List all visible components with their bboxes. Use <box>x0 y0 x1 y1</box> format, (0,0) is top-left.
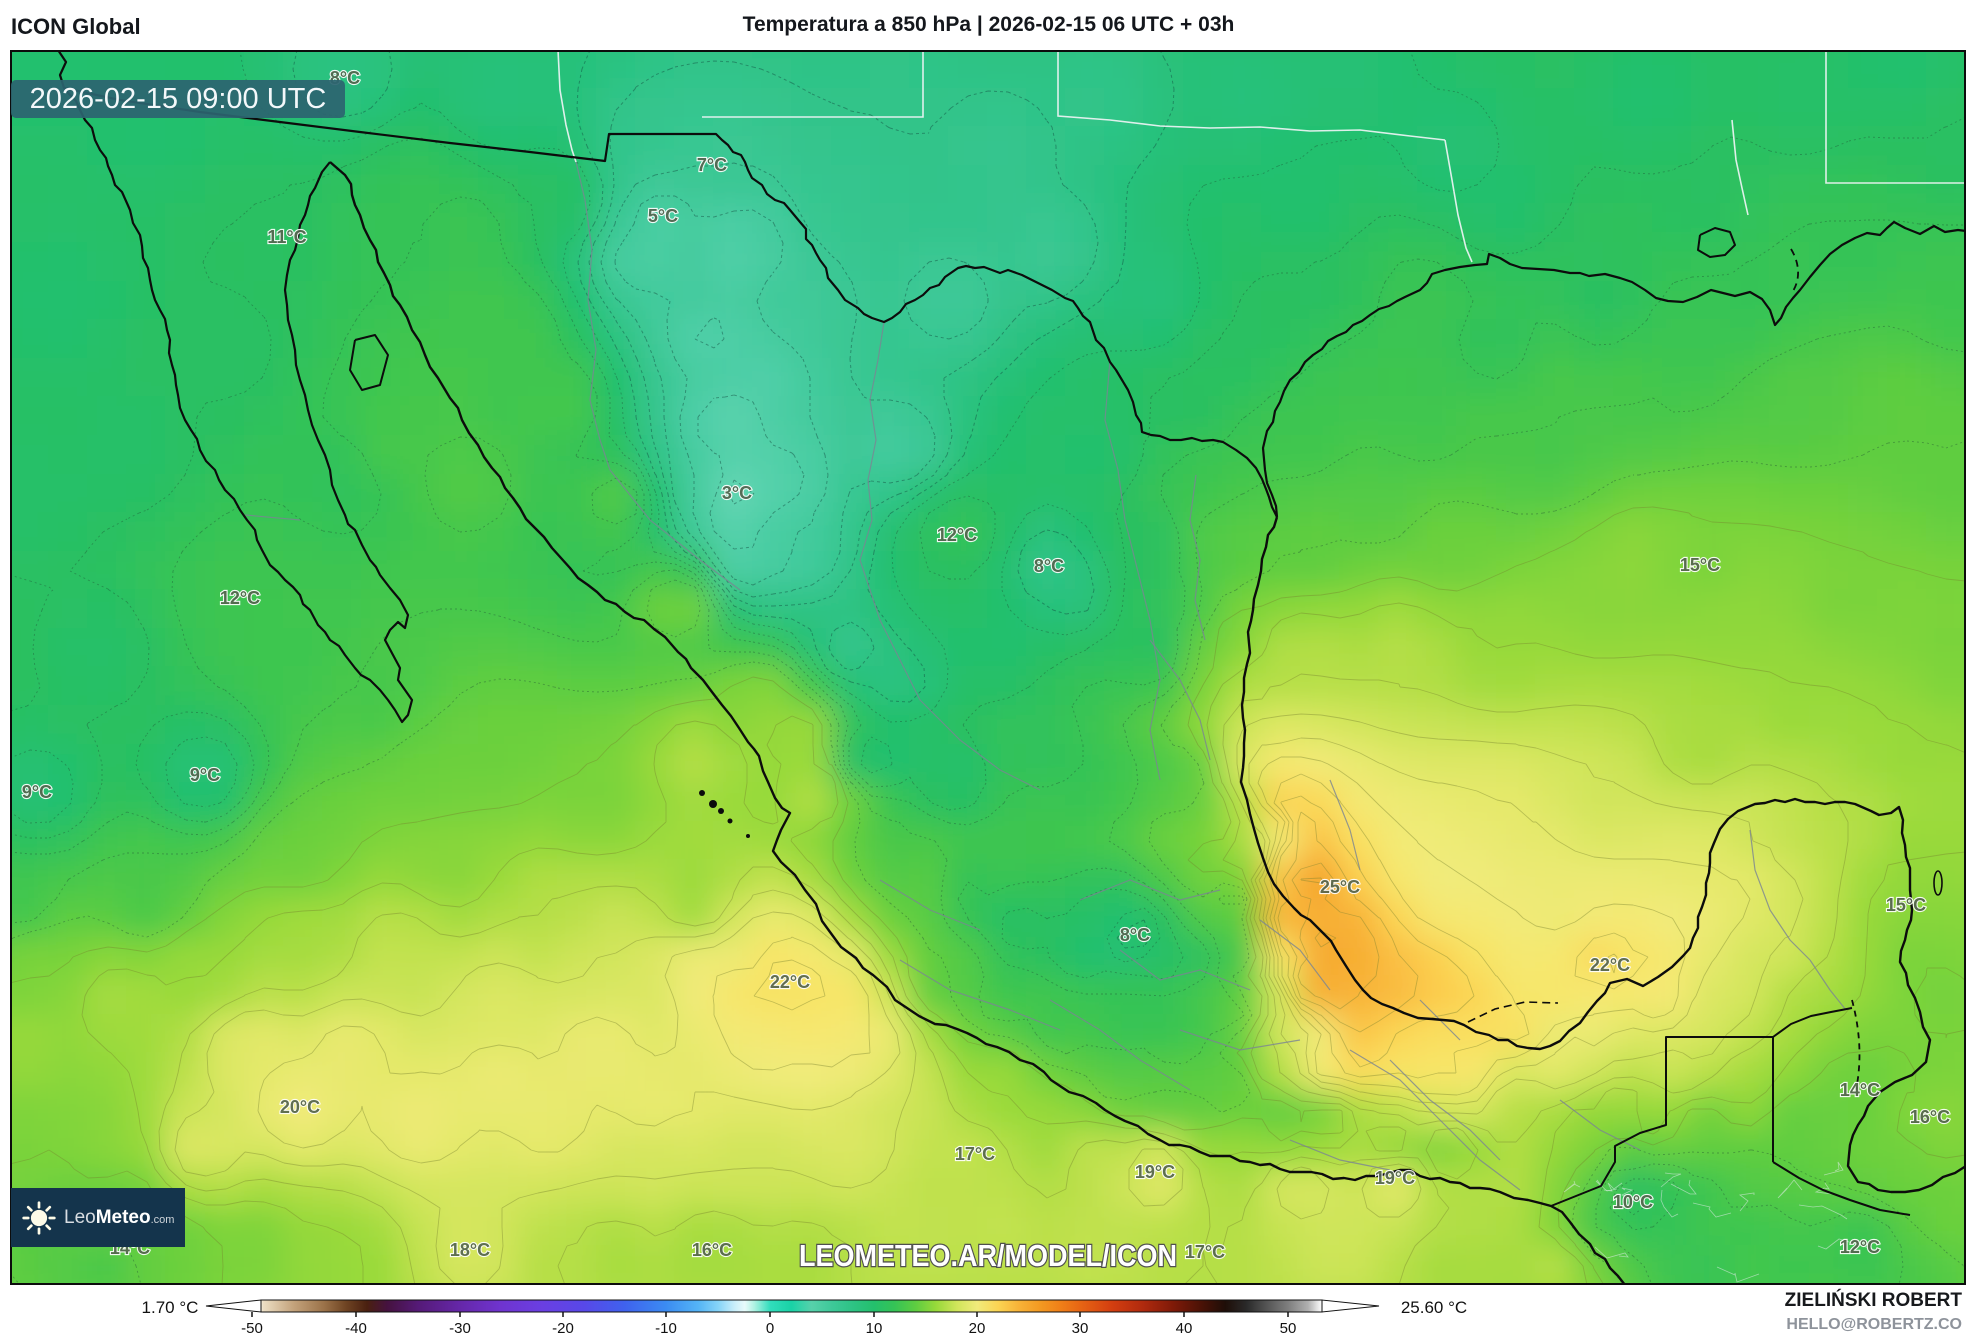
svg-text:40: 40 <box>1176 1320 1193 1337</box>
svg-text:30: 30 <box>1072 1320 1089 1337</box>
svg-text:0: 0 <box>766 1320 774 1337</box>
svg-text:-40: -40 <box>345 1320 367 1337</box>
svg-text:-10: -10 <box>655 1320 677 1337</box>
svg-text:-30: -30 <box>449 1320 471 1337</box>
svg-text:25.60 °C: 25.60 °C <box>1401 1298 1467 1317</box>
svg-text:-50: -50 <box>241 1320 263 1337</box>
svg-text:1.70 °C: 1.70 °C <box>142 1298 199 1317</box>
svg-text:50: 50 <box>1280 1320 1297 1337</box>
svg-text:HELLO@ROBERTZ.CO: HELLO@ROBERTZ.CO <box>1786 1316 1962 1333</box>
svg-text:ZIELIŃSKI ROBERT: ZIELIŃSKI ROBERT <box>1785 1289 1963 1311</box>
svg-text:10: 10 <box>866 1320 883 1337</box>
svg-text:-20: -20 <box>552 1320 574 1337</box>
svg-text:20: 20 <box>969 1320 986 1337</box>
